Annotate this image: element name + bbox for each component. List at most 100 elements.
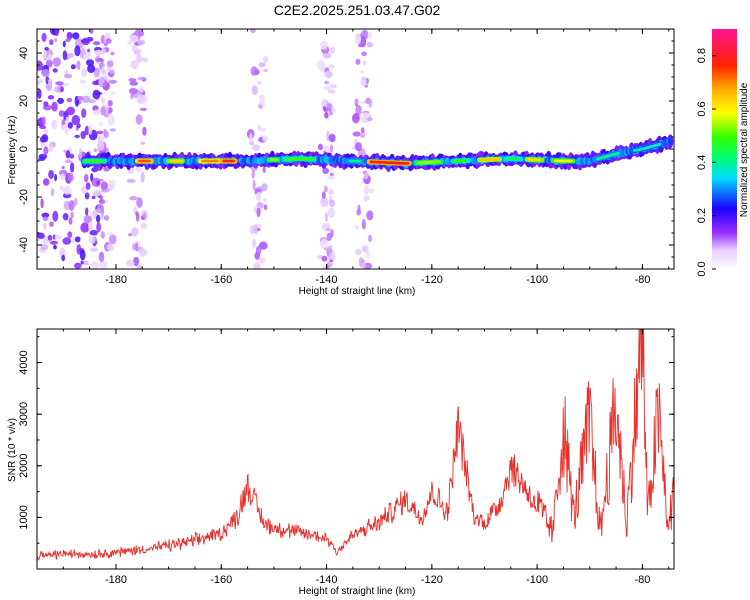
x-tick-label: -80 xyxy=(634,274,650,286)
heatmap-noise-cell xyxy=(137,39,146,46)
heatmap-ridge-hot xyxy=(540,157,545,163)
heatmap-noise-cell xyxy=(89,229,98,236)
heatmap-noise-cell xyxy=(319,238,329,249)
snr-axes: -180 -160 -140 -120 -100 -80 1000 2000 3000 4000 xyxy=(18,329,674,586)
x-tick-label: -160 xyxy=(210,274,232,286)
heatmap-noise-cell xyxy=(66,106,75,116)
heatmap-ridge-hot xyxy=(180,158,185,164)
heatmap-noise-cell xyxy=(140,141,145,145)
chart-title: C2E2.2025.251.03.47.G02 xyxy=(274,2,441,18)
heatmap-ridge-core xyxy=(147,159,151,163)
spectrogram-axes: -180 -160 -140 -120 -100 -80 -40 -20 0 20 40 xyxy=(18,28,674,286)
heatmap-noise-cell xyxy=(103,166,110,172)
heatmap-noise-cell xyxy=(82,260,89,266)
heatmap-noise-cell xyxy=(43,101,49,107)
heatmap-noise-cell xyxy=(74,236,81,243)
heatmap-noise-cell xyxy=(61,165,65,170)
heatmap-noise-cell xyxy=(73,197,78,206)
heatmap-noise-cell xyxy=(52,57,61,67)
heatmap-noise-cell xyxy=(322,167,330,174)
heatmap-noise-cell xyxy=(67,122,73,129)
heatmap-noise-cell xyxy=(65,116,70,126)
heatmap-noise-cell xyxy=(80,222,90,233)
heatmap-noise-cell xyxy=(259,94,266,105)
heatmap-noise-cell xyxy=(79,249,86,261)
heatmap-noise-cell xyxy=(263,69,268,73)
heatmap-noise-cell xyxy=(329,46,335,54)
heatmap-noise-cell xyxy=(320,197,329,207)
heatmap-noise-cell xyxy=(255,245,262,256)
x-tick-label: -160 xyxy=(210,574,232,586)
heatmap-noise-cell xyxy=(257,124,261,131)
heatmap-noise-cell xyxy=(354,98,359,104)
heatmap-noise-cell xyxy=(367,234,373,243)
heatmap-noise-cell xyxy=(60,173,66,181)
heatmap-noise-cell xyxy=(251,85,258,96)
heatmap-ridge-hot xyxy=(233,158,238,164)
heatmap-noise-cell xyxy=(43,146,49,155)
heatmap-noise-cell xyxy=(74,45,81,57)
heatmap-noise-cell xyxy=(106,232,114,236)
heatmap-noise-cell xyxy=(361,51,367,57)
heatmap-noise-cell xyxy=(322,106,327,111)
heatmap-noise-cell xyxy=(86,59,95,67)
heatmap-noise-cell xyxy=(95,58,104,62)
heatmap-noise-cell xyxy=(328,244,332,249)
heatmap-ridge-core xyxy=(463,159,467,163)
heatmap-noise-cell xyxy=(137,264,143,269)
heatmap-noise-cell xyxy=(257,80,262,85)
heatmap-noise-cell xyxy=(262,198,267,202)
heatmap-ridge-core xyxy=(406,161,410,165)
heatmap-noise-cell xyxy=(85,207,89,216)
heatmap-ridge-hot xyxy=(519,156,524,162)
heatmap-noise-cell xyxy=(133,256,140,267)
heatmap-noise-cell xyxy=(88,234,96,244)
colorbar-tick-label: 0.2 xyxy=(696,208,708,223)
heatmap-noise-cell xyxy=(88,221,94,231)
heatmap-noise-cell xyxy=(68,200,75,212)
heatmap-noise-cell xyxy=(126,259,135,267)
heatmap-noise-cell xyxy=(43,129,49,135)
heatmap-noise-cell xyxy=(109,128,116,132)
heatmap-noise-cell xyxy=(49,221,54,227)
heatmap-noise-cell xyxy=(142,212,147,219)
heatmap-noise-cell xyxy=(327,176,335,180)
x-tick-label: -80 xyxy=(634,574,650,586)
heatmap-noise-cell xyxy=(323,85,331,91)
heatmap-noise-cell xyxy=(250,29,256,33)
colorbar-tick-label: 0.0 xyxy=(696,261,708,276)
heatmap-ridge-hot xyxy=(149,158,154,164)
heatmap-noise-cell xyxy=(85,51,92,58)
heatmap-noise-cell xyxy=(45,59,53,68)
heatmap-noise-cell xyxy=(41,212,50,218)
heatmap-noise-cell xyxy=(57,97,64,104)
x-tick-label: -100 xyxy=(526,574,548,586)
heatmap-noise-cell xyxy=(106,243,115,251)
heatmap-noise-cell xyxy=(43,222,47,230)
heatmap-noise-cell xyxy=(84,192,90,200)
heatmap-noise-cell xyxy=(329,144,334,154)
heatmap-noise-cell xyxy=(42,178,50,186)
heatmap-noise-cell xyxy=(139,107,148,111)
heatmap-noise-cell xyxy=(328,64,335,69)
heatmap-noise-cell xyxy=(138,248,148,257)
heatmap-noise-cell xyxy=(66,97,73,103)
heatmap-noise-cell xyxy=(128,78,137,82)
y-tick-label: 0 xyxy=(18,146,30,152)
heatmap-noise-cell xyxy=(252,179,256,191)
heatmap-noise-cell xyxy=(362,112,368,118)
heatmap-noise-cell xyxy=(363,60,367,66)
heatmap-noise-cell xyxy=(62,40,66,48)
heatmap-noise-cell xyxy=(74,134,80,139)
heatmap-noise-cell xyxy=(103,130,109,139)
x-tick-label: -120 xyxy=(421,574,443,586)
colorbar-tick-label: 0.6 xyxy=(696,101,708,116)
heatmap-noise-cell xyxy=(58,110,65,117)
heatmap-noise-cell xyxy=(328,133,336,143)
y-tick-label: 4000 xyxy=(18,350,30,374)
heatmap-noise-cell xyxy=(88,125,93,135)
heatmap-noise-cell xyxy=(134,48,142,55)
heatmap-noise-cell xyxy=(85,182,91,190)
heatmap-noise-cell xyxy=(367,117,373,122)
heatmap-noise-cell xyxy=(65,150,71,159)
